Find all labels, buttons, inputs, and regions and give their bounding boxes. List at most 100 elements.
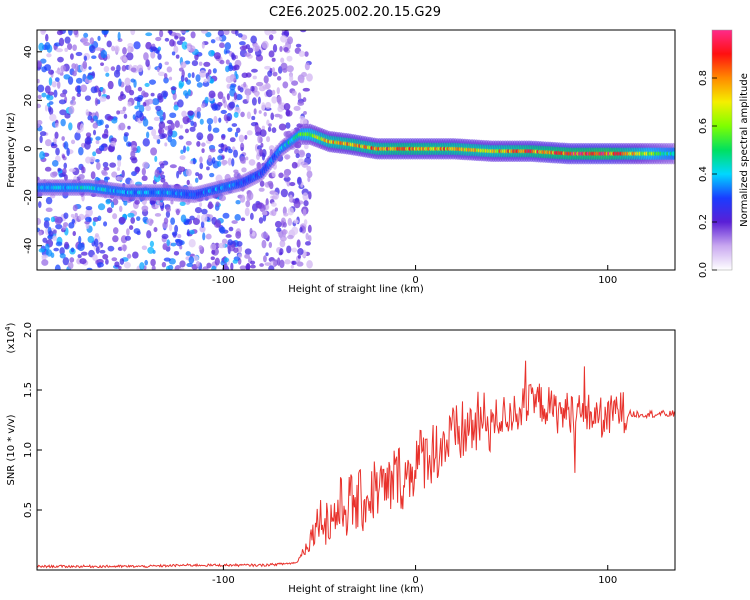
spectrogram-cell bbox=[101, 30, 109, 35]
spectrogram-cell bbox=[258, 217, 264, 224]
spectrogram-cell bbox=[203, 78, 208, 83]
spectrogram-cell bbox=[122, 106, 127, 112]
spectrogram-cell bbox=[44, 64, 52, 71]
spectrogram-cell bbox=[271, 202, 277, 207]
spectrogram-cell bbox=[307, 176, 311, 183]
spectrogram-cell bbox=[218, 117, 222, 123]
spectrogram-cell bbox=[217, 91, 224, 100]
spectrogram-cell bbox=[69, 257, 75, 263]
colorbar-tick-label: 0.8 bbox=[698, 70, 709, 86]
spectrogram-cell bbox=[227, 127, 233, 132]
spectrogram-cell bbox=[179, 36, 186, 42]
spectrogram-cell bbox=[302, 87, 310, 92]
spectrogram-cell bbox=[264, 262, 272, 266]
spectrogram-cell bbox=[115, 176, 124, 181]
spectrogram-cell bbox=[186, 146, 190, 152]
spectrogram-cell bbox=[196, 214, 201, 220]
spectrogram-cell bbox=[54, 131, 59, 139]
spectrogram-cell bbox=[145, 59, 150, 68]
spectrogram-cell bbox=[113, 69, 121, 78]
spectrogram-cell bbox=[37, 84, 45, 93]
spectrogram-cell bbox=[37, 94, 42, 100]
spectrogram-cell bbox=[74, 212, 78, 218]
figure-title: C2E6.2025.002.20.15.G29 bbox=[269, 5, 441, 20]
spectrogram-cell bbox=[261, 239, 267, 249]
spectrogram-cell bbox=[170, 138, 177, 148]
spectrogram-cell bbox=[99, 119, 104, 126]
spectrogram-cell bbox=[92, 129, 97, 136]
spectrogram-cell bbox=[278, 229, 284, 239]
spectrogram-cell bbox=[209, 78, 215, 84]
spectrogram-cell bbox=[175, 54, 180, 59]
spectrogram-cell bbox=[161, 233, 169, 240]
spectrogram-cell bbox=[145, 105, 151, 112]
spectrogram-x-axis-label: Height of straight line (km) bbox=[288, 284, 424, 295]
spectrogram-cell bbox=[252, 43, 260, 52]
spectrogram-cell bbox=[186, 229, 190, 237]
spectrogram-cell bbox=[246, 262, 251, 270]
spectrogram-cell bbox=[222, 96, 226, 104]
spectrogram-cell bbox=[251, 68, 258, 73]
spectrogram-cell bbox=[241, 167, 247, 173]
spectrogram-cell bbox=[141, 245, 148, 251]
spectrogram-cell bbox=[201, 41, 205, 49]
spectrogram-cell bbox=[127, 142, 132, 147]
spectrogram-cell bbox=[195, 260, 201, 268]
spectrogram-cell bbox=[299, 115, 305, 120]
spectrogram-cell bbox=[126, 52, 134, 61]
spectrogram-cell bbox=[225, 65, 230, 73]
spectrogram-cell bbox=[261, 125, 266, 131]
spectrogram-cell bbox=[278, 114, 283, 119]
spectrogram-cell bbox=[72, 231, 76, 237]
spectrogram-cell bbox=[238, 134, 245, 143]
spectrogram-cell bbox=[90, 118, 95, 123]
spectrogram-cell bbox=[103, 221, 108, 227]
spectrogram-cell bbox=[63, 212, 69, 219]
spectrogram-cell bbox=[205, 233, 212, 240]
spectrogram-cell bbox=[160, 177, 166, 183]
spectrogram-cell bbox=[168, 76, 173, 81]
spectrogram-cell bbox=[244, 52, 251, 57]
spectrogram-cell bbox=[224, 42, 232, 51]
spectrogram-cell bbox=[194, 177, 199, 183]
spectrogram-cell bbox=[251, 97, 257, 106]
spectrogram-cell bbox=[221, 238, 228, 245]
spectrogram-cell bbox=[154, 213, 162, 217]
spectrogram-cell bbox=[200, 214, 208, 223]
spectrogram-cell bbox=[68, 122, 73, 131]
spectrogram-cell bbox=[48, 77, 53, 86]
spectrogram-cell bbox=[265, 89, 273, 98]
spectrogram-cell bbox=[71, 96, 76, 101]
spectrogram-cell bbox=[95, 246, 100, 254]
spectrogram-cell bbox=[217, 155, 223, 161]
spectrogram-cell bbox=[211, 50, 215, 56]
spectrogram-cell bbox=[227, 239, 233, 246]
spectrogram-cell bbox=[211, 157, 216, 164]
snr-y-tick-label: 1.0 bbox=[23, 442, 34, 458]
spectrogram-cell bbox=[199, 156, 203, 164]
spectrogram-cell bbox=[215, 36, 223, 41]
spectrogram-cell bbox=[151, 128, 157, 137]
spectrogram-cell bbox=[201, 103, 206, 109]
spectrogram-cell bbox=[142, 161, 149, 169]
spectrogram-cell bbox=[239, 265, 247, 270]
spectrogram-cell bbox=[58, 37, 65, 47]
spectrogram-cell bbox=[100, 49, 108, 59]
spectrogram-cell bbox=[303, 110, 307, 115]
spectrogram-cell bbox=[188, 239, 196, 248]
spectrogram-cell bbox=[273, 260, 277, 268]
spectrogram-cell bbox=[89, 37, 95, 45]
spectrogram-cell bbox=[90, 171, 96, 180]
spectrogram-cell bbox=[251, 115, 256, 121]
spectrogram-cell bbox=[196, 110, 201, 119]
spectrogram-cell bbox=[122, 56, 128, 63]
spectrogram-cell bbox=[72, 70, 77, 77]
spectrogram-cell bbox=[37, 78, 40, 84]
spectrogram-cell bbox=[150, 46, 158, 52]
spectrogram-cell bbox=[195, 172, 200, 177]
spectrogram-cell bbox=[42, 237, 48, 243]
spectrogram-cell bbox=[244, 88, 252, 96]
spectrogram-cell bbox=[232, 259, 238, 264]
spectrogram-cell bbox=[106, 207, 113, 214]
spectrogram-cell bbox=[177, 99, 184, 108]
